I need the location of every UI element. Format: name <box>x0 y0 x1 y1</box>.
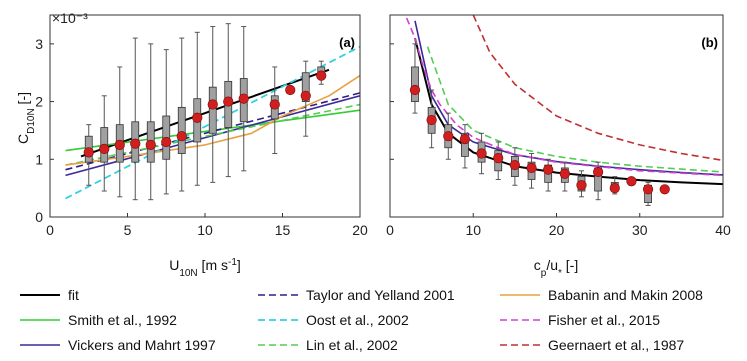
panel-a-xlabel-tail: ] <box>237 257 241 273</box>
legend-label-babanin: Babanin and Makin 2008 <box>548 287 703 303</box>
legend: fit Taylor and Yelland 2001 Babanin and Ma… <box>20 287 703 353</box>
panel-b-mean-point <box>509 159 520 171</box>
panel-b-x-tick-label: 40 <box>715 222 731 238</box>
panel-b-mean-point <box>459 133 471 145</box>
panel-b-xlabel-main: c <box>534 257 541 273</box>
panel-a-xlabel-main: U <box>169 257 179 273</box>
panel-b-mean-points <box>409 84 670 195</box>
panel-a-mean-point <box>130 138 141 149</box>
panel-a: 0 5 10 15 20 0 1 2 3 (a) U10N [m s-1] <box>35 14 368 279</box>
panel-b-label: (b) <box>701 35 718 50</box>
y-axis-label-sub: D10N <box>26 108 37 134</box>
panel-b-x-axis-label: cp/u* [-] <box>534 257 579 279</box>
panel-b-x-tick-label: 20 <box>549 222 565 238</box>
panel-b-mean-point <box>443 131 454 142</box>
panel-b-boxes <box>411 43 652 206</box>
panel-a-y-tick-label: 2 <box>35 94 43 110</box>
panel-b-box <box>411 66 419 102</box>
legend-label-fit: fit <box>68 287 79 303</box>
panel-b-mean-point <box>409 84 421 96</box>
panel-a-x-tick-label: 0 <box>46 222 54 238</box>
panel-b-x-tick-label: 10 <box>465 222 481 238</box>
legend-label-taylor: Taylor and Yelland 2001 <box>306 287 455 303</box>
panel-a-mean-point <box>238 93 249 104</box>
panel-a-mean-point <box>161 136 172 148</box>
legend-label-fisher: Fisher et al., 2015 <box>548 312 660 328</box>
panel-b-mean-point <box>476 148 487 159</box>
panel-a-x-tick-label: 15 <box>275 222 291 238</box>
panel-a-y-tick-label: 3 <box>35 36 43 52</box>
panel-b-mean-point <box>426 114 437 126</box>
panel-b-xlabel-sub: p <box>541 268 547 279</box>
panel-a-y-tick-label: 1 <box>35 151 43 167</box>
panel-b-curve-geernaert <box>472 15 723 162</box>
panel-a-mean-point <box>145 139 156 150</box>
panel-a-ticks: 0 5 10 15 20 0 1 2 3 <box>35 36 368 238</box>
panel-b-mean-point <box>576 180 587 191</box>
legend-label-vickers: Vickers and Mahrt 1997 <box>68 337 216 353</box>
panel-a-x-tick-label: 10 <box>197 222 213 238</box>
panel-b-xlabel-tail: [-] <box>562 257 578 273</box>
panel-a-mean-point <box>192 112 203 123</box>
panel-b-curve-lin <box>426 46 723 173</box>
panel-a-mean-point <box>207 99 218 110</box>
panel-a-mean-point <box>83 147 94 158</box>
panel-a-box <box>177 106 186 154</box>
panel-a-mean-point <box>285 84 296 96</box>
panel-a-x-tick-label: 5 <box>124 222 132 238</box>
panel-b-xlabel-unit: /u <box>546 257 558 273</box>
panel-a-xlabel-unit: [m s <box>198 257 228 273</box>
panel-a-mean-point <box>316 70 327 81</box>
panel-a-mean-point <box>223 96 234 107</box>
panel-a-mean-point <box>300 90 311 101</box>
panel-b-mean-point <box>609 183 620 194</box>
panel-b-mean-point <box>543 164 554 175</box>
panel-a-mean-point <box>99 143 110 154</box>
panel-a-label: (a) <box>339 35 355 50</box>
legend-label-oost: Oost et al., 2002 <box>306 312 409 328</box>
panel-b: 0 10 20 30 40 (b) cp/u* [-] <box>386 14 731 279</box>
panel-b-mean-point <box>642 184 654 195</box>
panel-b-curve-fisher <box>405 17 723 177</box>
panel-a-curve-lin <box>65 103 360 166</box>
panel-a-mean-point <box>176 131 187 142</box>
panel-a-mean-points <box>83 70 327 158</box>
panel-b-mean-point <box>593 166 604 178</box>
panel-b-mean-point <box>659 184 670 195</box>
panel-a-mean-point <box>114 139 125 150</box>
panel-a-curve-taylor <box>65 92 360 171</box>
exponent-label: ×10⁻³ <box>52 10 88 26</box>
panel-a-boxes <box>84 23 326 201</box>
panel-b-x-tick-label: 30 <box>632 222 648 238</box>
panel-a-mean-point <box>269 99 280 110</box>
y-axis-label-main: C <box>15 134 31 144</box>
panel-a-xlabel-sup: -1 <box>228 257 237 268</box>
y-axis-label: CD10N [-] <box>15 92 37 144</box>
legend-label-smith: Smith et al., 1992 <box>68 312 177 328</box>
panel-b-mean-point <box>626 176 637 187</box>
y-axis-label-unit: [-] <box>15 92 31 108</box>
panel-a-y-tick-label: 0 <box>35 209 43 225</box>
panel-b-mean-point <box>526 162 537 174</box>
panel-b-box <box>461 132 469 157</box>
panel-a-curve-babanin <box>65 74 360 166</box>
panel-a-x-axis-label: U10N [m s-1] <box>169 257 241 279</box>
panel-b-mean-point <box>493 153 504 164</box>
panel-a-xlabel-sub: 10N <box>179 268 197 279</box>
panel-a-box <box>301 72 310 102</box>
panel-b-ticks: 0 10 20 30 40 <box>386 43 731 238</box>
panel-b-mean-point <box>559 168 570 179</box>
panel-b-x-tick-label: 0 <box>386 222 394 238</box>
panel-b-curves <box>405 15 723 186</box>
panel-a-box <box>208 86 217 134</box>
panel-a-x-tick-label: 20 <box>352 222 368 238</box>
legend-label-lin: Lin et al., 2002 <box>306 337 398 353</box>
panel-b-xlabel-sub2: * <box>558 268 562 279</box>
legend-label-geernaert: Geernaert et al., 1987 <box>548 337 684 353</box>
